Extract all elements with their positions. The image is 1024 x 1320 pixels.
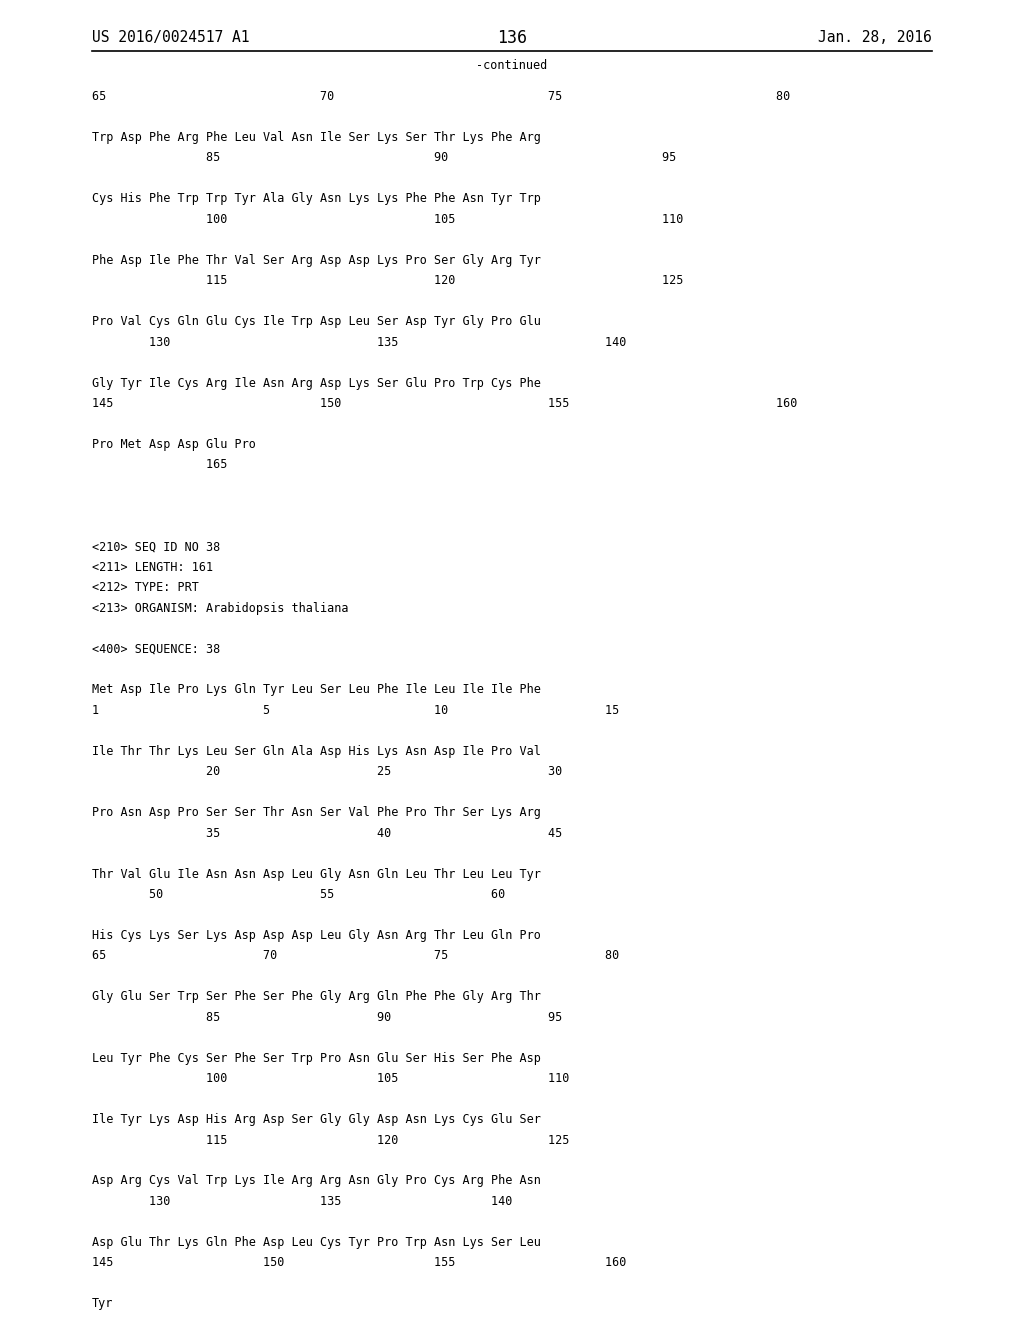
Text: 85                              90                              95: 85 90 95 bbox=[92, 152, 677, 165]
Text: Asp Glu Thr Lys Gln Phe Asp Leu Cys Tyr Pro Trp Asn Lys Ser Leu: Asp Glu Thr Lys Gln Phe Asp Leu Cys Tyr … bbox=[92, 1236, 541, 1249]
Text: Tyr: Tyr bbox=[92, 1298, 114, 1311]
Text: 145                             150                             155             : 145 150 155 bbox=[92, 397, 798, 411]
Text: Jan. 28, 2016: Jan. 28, 2016 bbox=[818, 30, 932, 45]
Text: Leu Tyr Phe Cys Ser Phe Ser Trp Pro Asn Glu Ser His Ser Phe Asp: Leu Tyr Phe Cys Ser Phe Ser Trp Pro Asn … bbox=[92, 1052, 541, 1065]
Text: Gly Tyr Ile Cys Arg Ile Asn Arg Asp Lys Ser Glu Pro Trp Cys Phe: Gly Tyr Ile Cys Arg Ile Asn Arg Asp Lys … bbox=[92, 376, 541, 389]
Text: 130                     135                     140: 130 135 140 bbox=[92, 1195, 513, 1208]
Text: Pro Val Cys Gln Glu Cys Ile Trp Asp Leu Ser Asp Tyr Gly Pro Glu: Pro Val Cys Gln Glu Cys Ile Trp Asp Leu … bbox=[92, 315, 541, 329]
Text: Phe Asp Ile Phe Thr Val Ser Arg Asp Asp Lys Pro Ser Gly Arg Tyr: Phe Asp Ile Phe Thr Val Ser Arg Asp Asp … bbox=[92, 253, 541, 267]
Text: 65                              70                              75              : 65 70 75 bbox=[92, 90, 791, 103]
Text: Pro Met Asp Asp Glu Pro: Pro Met Asp Asp Glu Pro bbox=[92, 438, 256, 451]
Text: 65                      70                      75                      80: 65 70 75 80 bbox=[92, 949, 620, 962]
Text: -continued: -continued bbox=[476, 59, 548, 73]
Text: Pro Asn Asp Pro Ser Ser Thr Asn Ser Val Phe Pro Thr Ser Lys Arg: Pro Asn Asp Pro Ser Ser Thr Asn Ser Val … bbox=[92, 807, 541, 820]
Text: 1                       5                       10                      15: 1 5 10 15 bbox=[92, 704, 620, 717]
Text: 136: 136 bbox=[497, 29, 527, 46]
Text: 100                             105                             110: 100 105 110 bbox=[92, 213, 684, 226]
Text: Asp Arg Cys Val Trp Lys Ile Arg Arg Asn Gly Pro Cys Arg Phe Asn: Asp Arg Cys Val Trp Lys Ile Arg Arg Asn … bbox=[92, 1175, 541, 1188]
Text: 165: 165 bbox=[92, 458, 227, 471]
Text: <400> SEQUENCE: 38: <400> SEQUENCE: 38 bbox=[92, 643, 220, 656]
Text: Ile Tyr Lys Asp His Arg Asp Ser Gly Gly Asp Asn Lys Cys Glu Ser: Ile Tyr Lys Asp His Arg Asp Ser Gly Gly … bbox=[92, 1113, 541, 1126]
Text: Gly Glu Ser Trp Ser Phe Ser Phe Gly Arg Gln Phe Phe Gly Arg Thr: Gly Glu Ser Trp Ser Phe Ser Phe Gly Arg … bbox=[92, 990, 541, 1003]
Text: 115                             120                             125: 115 120 125 bbox=[92, 275, 684, 288]
Text: 115                     120                     125: 115 120 125 bbox=[92, 1134, 569, 1147]
Text: Trp Asp Phe Arg Phe Leu Val Asn Ile Ser Lys Ser Thr Lys Phe Arg: Trp Asp Phe Arg Phe Leu Val Asn Ile Ser … bbox=[92, 131, 541, 144]
Text: 35                      40                      45: 35 40 45 bbox=[92, 826, 562, 840]
Text: <211> LENGTH: 161: <211> LENGTH: 161 bbox=[92, 561, 213, 574]
Text: 145                     150                     155                     160: 145 150 155 160 bbox=[92, 1257, 627, 1270]
Text: US 2016/0024517 A1: US 2016/0024517 A1 bbox=[92, 30, 250, 45]
Text: <210> SEQ ID NO 38: <210> SEQ ID NO 38 bbox=[92, 540, 220, 553]
Text: 130                             135                             140: 130 135 140 bbox=[92, 335, 627, 348]
Text: 85                      90                      95: 85 90 95 bbox=[92, 1011, 562, 1024]
Text: Ile Thr Thr Lys Leu Ser Gln Ala Asp His Lys Asn Asp Ile Pro Val: Ile Thr Thr Lys Leu Ser Gln Ala Asp His … bbox=[92, 744, 541, 758]
Text: Thr Val Glu Ile Asn Asn Asp Leu Gly Asn Gln Leu Thr Leu Leu Tyr: Thr Val Glu Ile Asn Asn Asp Leu Gly Asn … bbox=[92, 867, 541, 880]
Text: Cys His Phe Trp Trp Tyr Ala Gly Asn Lys Lys Phe Phe Asn Tyr Trp: Cys His Phe Trp Trp Tyr Ala Gly Asn Lys … bbox=[92, 193, 541, 206]
Text: 50                      55                      60: 50 55 60 bbox=[92, 888, 506, 902]
Text: <213> ORGANISM: Arabidopsis thaliana: <213> ORGANISM: Arabidopsis thaliana bbox=[92, 602, 348, 615]
Text: 20                      25                      30: 20 25 30 bbox=[92, 766, 562, 779]
Text: Met Asp Ile Pro Lys Gln Tyr Leu Ser Leu Phe Ile Leu Ile Ile Phe: Met Asp Ile Pro Lys Gln Tyr Leu Ser Leu … bbox=[92, 684, 541, 697]
Text: <212> TYPE: PRT: <212> TYPE: PRT bbox=[92, 581, 199, 594]
Text: His Cys Lys Ser Lys Asp Asp Asp Leu Gly Asn Arg Thr Leu Gln Pro: His Cys Lys Ser Lys Asp Asp Asp Leu Gly … bbox=[92, 929, 541, 942]
Text: 100                     105                     110: 100 105 110 bbox=[92, 1072, 569, 1085]
